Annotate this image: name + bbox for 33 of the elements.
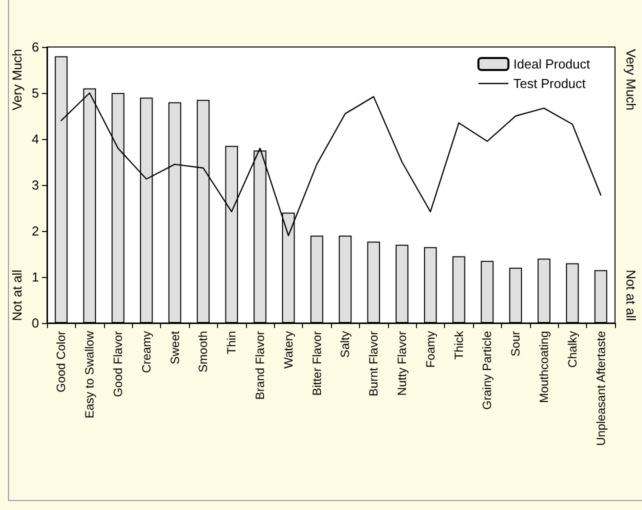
y-tick-label: 0 — [32, 316, 39, 330]
text: Very Much — [624, 49, 638, 110]
x-tick-label: Chalky — [565, 331, 580, 368]
x-tick-label: Brand Flavor — [253, 331, 267, 400]
x-tick-label: Grainy Particle — [480, 330, 494, 410]
x-tick-label: Thin — [224, 331, 239, 354]
x-tick-label: Unpleasant Aftertaste — [594, 330, 608, 446]
x-tick-label: Foamy — [423, 331, 438, 368]
x-tick-label: Easy to Swallow — [82, 330, 97, 418]
text: Not at all — [624, 270, 638, 322]
x-tick-label: Good Flavor — [111, 331, 125, 398]
y-tick-label: 6 — [32, 40, 39, 54]
y-tick-label: 2 — [32, 224, 39, 238]
x-tick-label: Thick — [452, 330, 466, 360]
y-tick-label: 1 — [32, 270, 39, 284]
y-tick-label: 3 — [32, 178, 39, 192]
x-tick-label: Bitter Flavor — [310, 331, 324, 396]
y-tick-label: 4 — [32, 132, 39, 146]
x-tick-label: Smooth — [196, 331, 210, 372]
x-tick-label: Creamy — [139, 331, 154, 374]
legend-label: Ideal Product — [513, 56, 590, 72]
legend-label: Test Product — [513, 76, 586, 91]
x-tick-label: Good Color — [54, 331, 68, 392]
x-tick-label: Sour — [508, 331, 523, 356]
text: Very Much — [10, 49, 24, 110]
y-tick-label: 5 — [32, 86, 39, 100]
x-tick-label: Watery — [281, 331, 296, 369]
x-tick-label: Mouthcoating — [537, 331, 551, 404]
text: Not at all — [10, 270, 24, 321]
x-tick-label: Sweet — [168, 330, 182, 364]
x-tick-label: Salty — [338, 331, 352, 358]
x-tick-label: Nutty Flavor — [395, 331, 409, 396]
x-tick-label: Burnt Flavor — [366, 331, 381, 396]
